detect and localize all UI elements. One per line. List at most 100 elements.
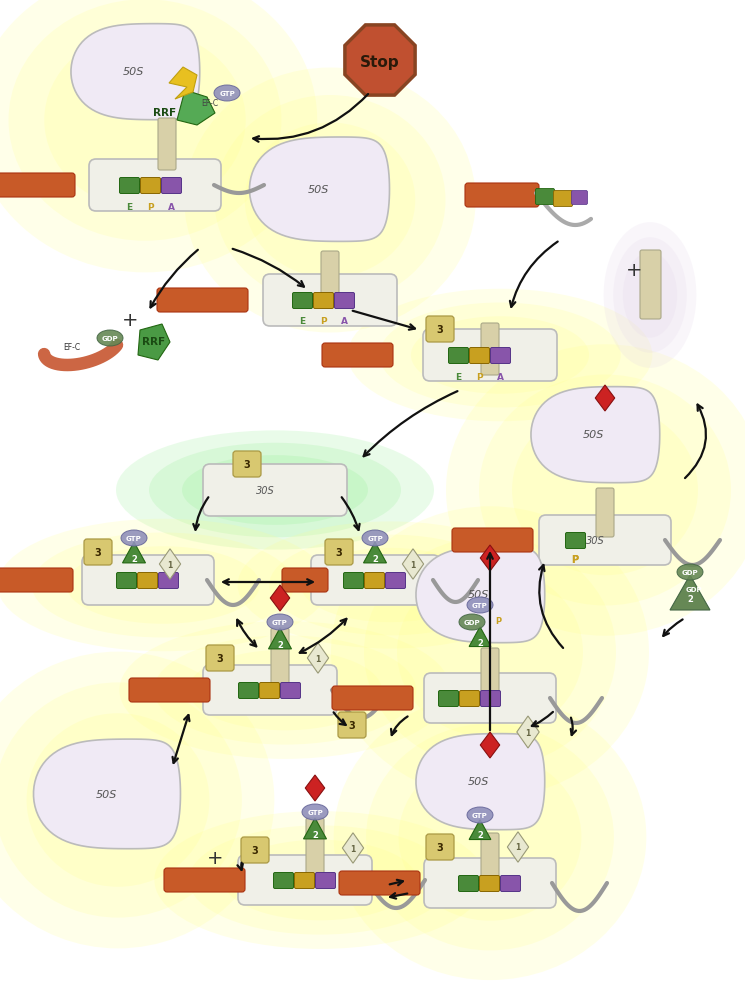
FancyBboxPatch shape [271,628,289,690]
Text: P: P [495,618,501,626]
Polygon shape [305,775,325,801]
FancyBboxPatch shape [238,683,259,698]
Text: 30S: 30S [136,181,154,191]
Text: 3: 3 [95,548,101,558]
FancyBboxPatch shape [424,673,556,723]
Ellipse shape [97,330,123,346]
Ellipse shape [334,693,647,980]
FancyBboxPatch shape [263,274,397,326]
Ellipse shape [119,622,451,758]
FancyBboxPatch shape [364,572,384,588]
Ellipse shape [603,223,697,367]
Ellipse shape [301,548,479,623]
FancyBboxPatch shape [343,572,364,588]
Text: P: P [476,372,482,381]
Polygon shape [343,832,364,863]
FancyBboxPatch shape [315,873,335,888]
Ellipse shape [366,724,614,951]
Ellipse shape [397,566,583,737]
Text: 1: 1 [516,843,521,852]
FancyBboxPatch shape [116,572,136,588]
Text: 2: 2 [312,830,318,839]
Polygon shape [595,385,615,411]
FancyBboxPatch shape [241,837,269,863]
Ellipse shape [364,537,616,767]
Text: GTP: GTP [126,536,142,542]
Ellipse shape [411,316,589,394]
Ellipse shape [32,533,294,637]
Text: EF-C: EF-C [201,98,218,107]
Polygon shape [159,549,180,579]
Text: RRF: RRF [142,337,165,347]
Text: 2: 2 [477,831,483,840]
Text: 3: 3 [349,721,355,731]
Text: 1: 1 [168,560,173,569]
FancyBboxPatch shape [311,555,440,605]
Ellipse shape [0,0,317,273]
Ellipse shape [188,825,451,935]
Text: 30S: 30S [471,694,489,704]
Text: 3: 3 [244,460,250,470]
FancyBboxPatch shape [490,348,510,363]
FancyBboxPatch shape [448,348,469,363]
Polygon shape [531,387,660,483]
FancyBboxPatch shape [82,555,214,605]
Text: GTP: GTP [472,813,488,819]
Polygon shape [270,585,290,611]
Ellipse shape [459,614,485,630]
FancyBboxPatch shape [119,177,139,193]
FancyBboxPatch shape [458,876,478,891]
Ellipse shape [44,31,246,209]
Ellipse shape [467,807,493,823]
FancyBboxPatch shape [481,648,499,697]
FancyBboxPatch shape [338,712,366,738]
Text: 30S: 30S [471,351,489,361]
FancyBboxPatch shape [452,528,533,552]
Polygon shape [469,820,491,839]
Text: P: P [571,555,579,565]
FancyBboxPatch shape [138,572,157,588]
Text: 50S: 50S [583,430,603,440]
Text: GTP: GTP [272,620,288,626]
Text: 30S: 30S [586,536,604,546]
Polygon shape [416,734,545,829]
Text: +: + [121,310,139,330]
Polygon shape [517,716,539,748]
Ellipse shape [446,344,745,635]
FancyBboxPatch shape [571,190,588,205]
Text: 2: 2 [277,640,283,649]
Text: 1: 1 [410,560,416,569]
Text: E: E [126,203,132,212]
Ellipse shape [184,68,476,333]
Polygon shape [138,324,170,360]
Text: 50S: 50S [467,777,489,787]
FancyBboxPatch shape [164,868,245,892]
Text: E: E [299,317,305,326]
FancyBboxPatch shape [321,251,339,303]
FancyBboxPatch shape [89,159,221,211]
Ellipse shape [348,289,653,422]
Ellipse shape [0,683,242,918]
Text: 3: 3 [437,325,443,335]
Text: 50S: 50S [95,790,117,800]
Text: 2: 2 [131,555,137,563]
Ellipse shape [479,374,731,606]
Text: 3: 3 [252,846,259,856]
Ellipse shape [302,804,328,820]
Ellipse shape [154,811,486,949]
Ellipse shape [379,302,621,408]
Text: 3: 3 [437,843,443,853]
FancyBboxPatch shape [0,568,73,592]
FancyBboxPatch shape [460,690,480,706]
Ellipse shape [512,405,698,575]
Ellipse shape [188,650,382,730]
Text: 30S: 30S [256,486,274,496]
Ellipse shape [66,547,260,624]
Ellipse shape [331,506,649,798]
Text: 3: 3 [217,654,224,664]
Ellipse shape [27,713,209,886]
FancyBboxPatch shape [426,834,454,860]
FancyBboxPatch shape [480,876,499,891]
FancyBboxPatch shape [565,533,586,549]
Polygon shape [670,575,710,610]
